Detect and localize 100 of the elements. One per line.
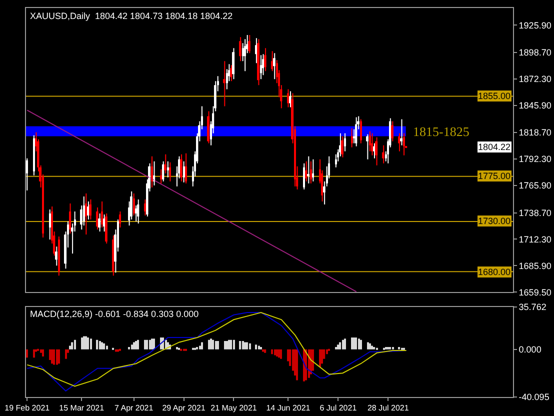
bar	[342, 340, 344, 350]
bar	[335, 346, 337, 350]
bar	[371, 346, 373, 350]
bar	[96, 340, 98, 350]
bar	[128, 346, 130, 350]
x-tick-label: 7 Apr 2021	[114, 404, 154, 413]
bar	[260, 346, 262, 350]
ref-line-label: 1730.00	[478, 216, 511, 226]
bar	[199, 346, 201, 350]
bar	[196, 346, 198, 350]
x-tick-label: 21 May 2021	[210, 404, 258, 413]
bar	[133, 342, 135, 350]
bar	[217, 341, 219, 350]
x-tick-label: 14 Jun 2021	[266, 404, 311, 413]
bar	[103, 343, 105, 350]
bar	[153, 338, 155, 350]
ref-line-label: 1775.00	[478, 171, 511, 181]
bar	[274, 349, 276, 356]
bar	[65, 349, 67, 359]
bar	[319, 349, 321, 368]
bar	[71, 342, 74, 350]
bar	[151, 338, 153, 350]
bar	[33, 349, 35, 358]
bar	[144, 340, 146, 350]
chart-title: MACD(12,26,9) -0.601 -0.834 0.303 0.000	[30, 309, 199, 319]
bar	[373, 346, 376, 350]
bar	[271, 349, 273, 354]
x-tick-label: 29 Apr 2021	[162, 404, 206, 413]
bar	[49, 349, 51, 360]
bar	[137, 340, 139, 350]
bar	[99, 341, 101, 350]
bar	[239, 341, 242, 350]
bar	[312, 349, 314, 371]
bar	[56, 349, 58, 365]
bar	[69, 346, 71, 350]
band-label: 1815-1825	[413, 124, 470, 139]
x-tick-label: 6 Jul 2021	[320, 404, 358, 413]
bar	[81, 337, 83, 350]
x-tick-label: 28 Jul 2021	[367, 404, 410, 413]
bar	[106, 346, 108, 350]
y-tick-label: 1818.70	[518, 128, 552, 138]
bar	[208, 340, 210, 350]
bar	[321, 349, 323, 364]
bar	[296, 349, 298, 380]
bar	[146, 340, 148, 350]
x-tick-label: 15 Mar 2021	[59, 404, 105, 413]
ref-line-label: 1680.00	[478, 267, 511, 277]
y-tick-label: 1685.90	[518, 260, 552, 271]
bar	[344, 338, 346, 350]
bar	[74, 340, 76, 350]
bar	[42, 349, 44, 356]
bar	[389, 346, 391, 350]
bar	[360, 340, 362, 350]
bar	[215, 341, 217, 350]
bar	[176, 346, 178, 350]
bar	[264, 349, 266, 353]
bar	[242, 341, 244, 350]
bar	[339, 342, 342, 350]
y-tick-label: -40.095	[518, 392, 550, 402]
bar	[90, 338, 92, 350]
bar	[255, 344, 258, 350]
y-tick-label: 1765.90	[518, 180, 552, 191]
bar	[392, 346, 394, 350]
y-tick-label: 35.762	[518, 302, 546, 312]
bar	[230, 340, 232, 350]
bar	[131, 344, 133, 350]
y-tick-label: 1738.70	[518, 208, 552, 218]
bar	[358, 338, 360, 350]
y-tick-label: 1845.90	[518, 100, 552, 110]
x-tick-label: 19 Feb 2021	[4, 404, 50, 413]
bar	[201, 342, 203, 350]
bar	[246, 342, 248, 350]
bar	[212, 340, 214, 350]
bar	[51, 349, 53, 364]
ref-line-label: 1855.00	[478, 91, 511, 101]
bar	[53, 349, 55, 365]
bar	[26, 349, 28, 358]
chart-title: XAUUSD,Daily 1804.42 1804.73 1804.18 1804.22	[30, 11, 233, 21]
bar	[385, 346, 387, 350]
y-tick-label: 1712.30	[518, 234, 552, 244]
y-tick-label: 0.000	[518, 344, 542, 355]
bar	[58, 349, 60, 364]
bar	[351, 337, 353, 350]
bar	[233, 340, 235, 350]
y-tick-label: 1872.30	[518, 74, 552, 84]
bar	[40, 349, 42, 353]
bar	[149, 340, 151, 350]
bar	[280, 349, 282, 359]
bar	[369, 343, 371, 350]
bar	[87, 337, 89, 350]
bar	[224, 341, 226, 350]
bar	[258, 346, 260, 350]
bar	[355, 337, 357, 350]
y-tick-label: 1659.50	[518, 287, 552, 298]
y-tick-label: 1925.90	[518, 20, 552, 30]
y-tick-label: 1898.70	[518, 48, 552, 58]
bar	[337, 344, 339, 350]
y-tick-label: 1792.30	[518, 154, 552, 164]
annotation: 1804.22	[478, 142, 511, 152]
bar	[398, 346, 400, 350]
